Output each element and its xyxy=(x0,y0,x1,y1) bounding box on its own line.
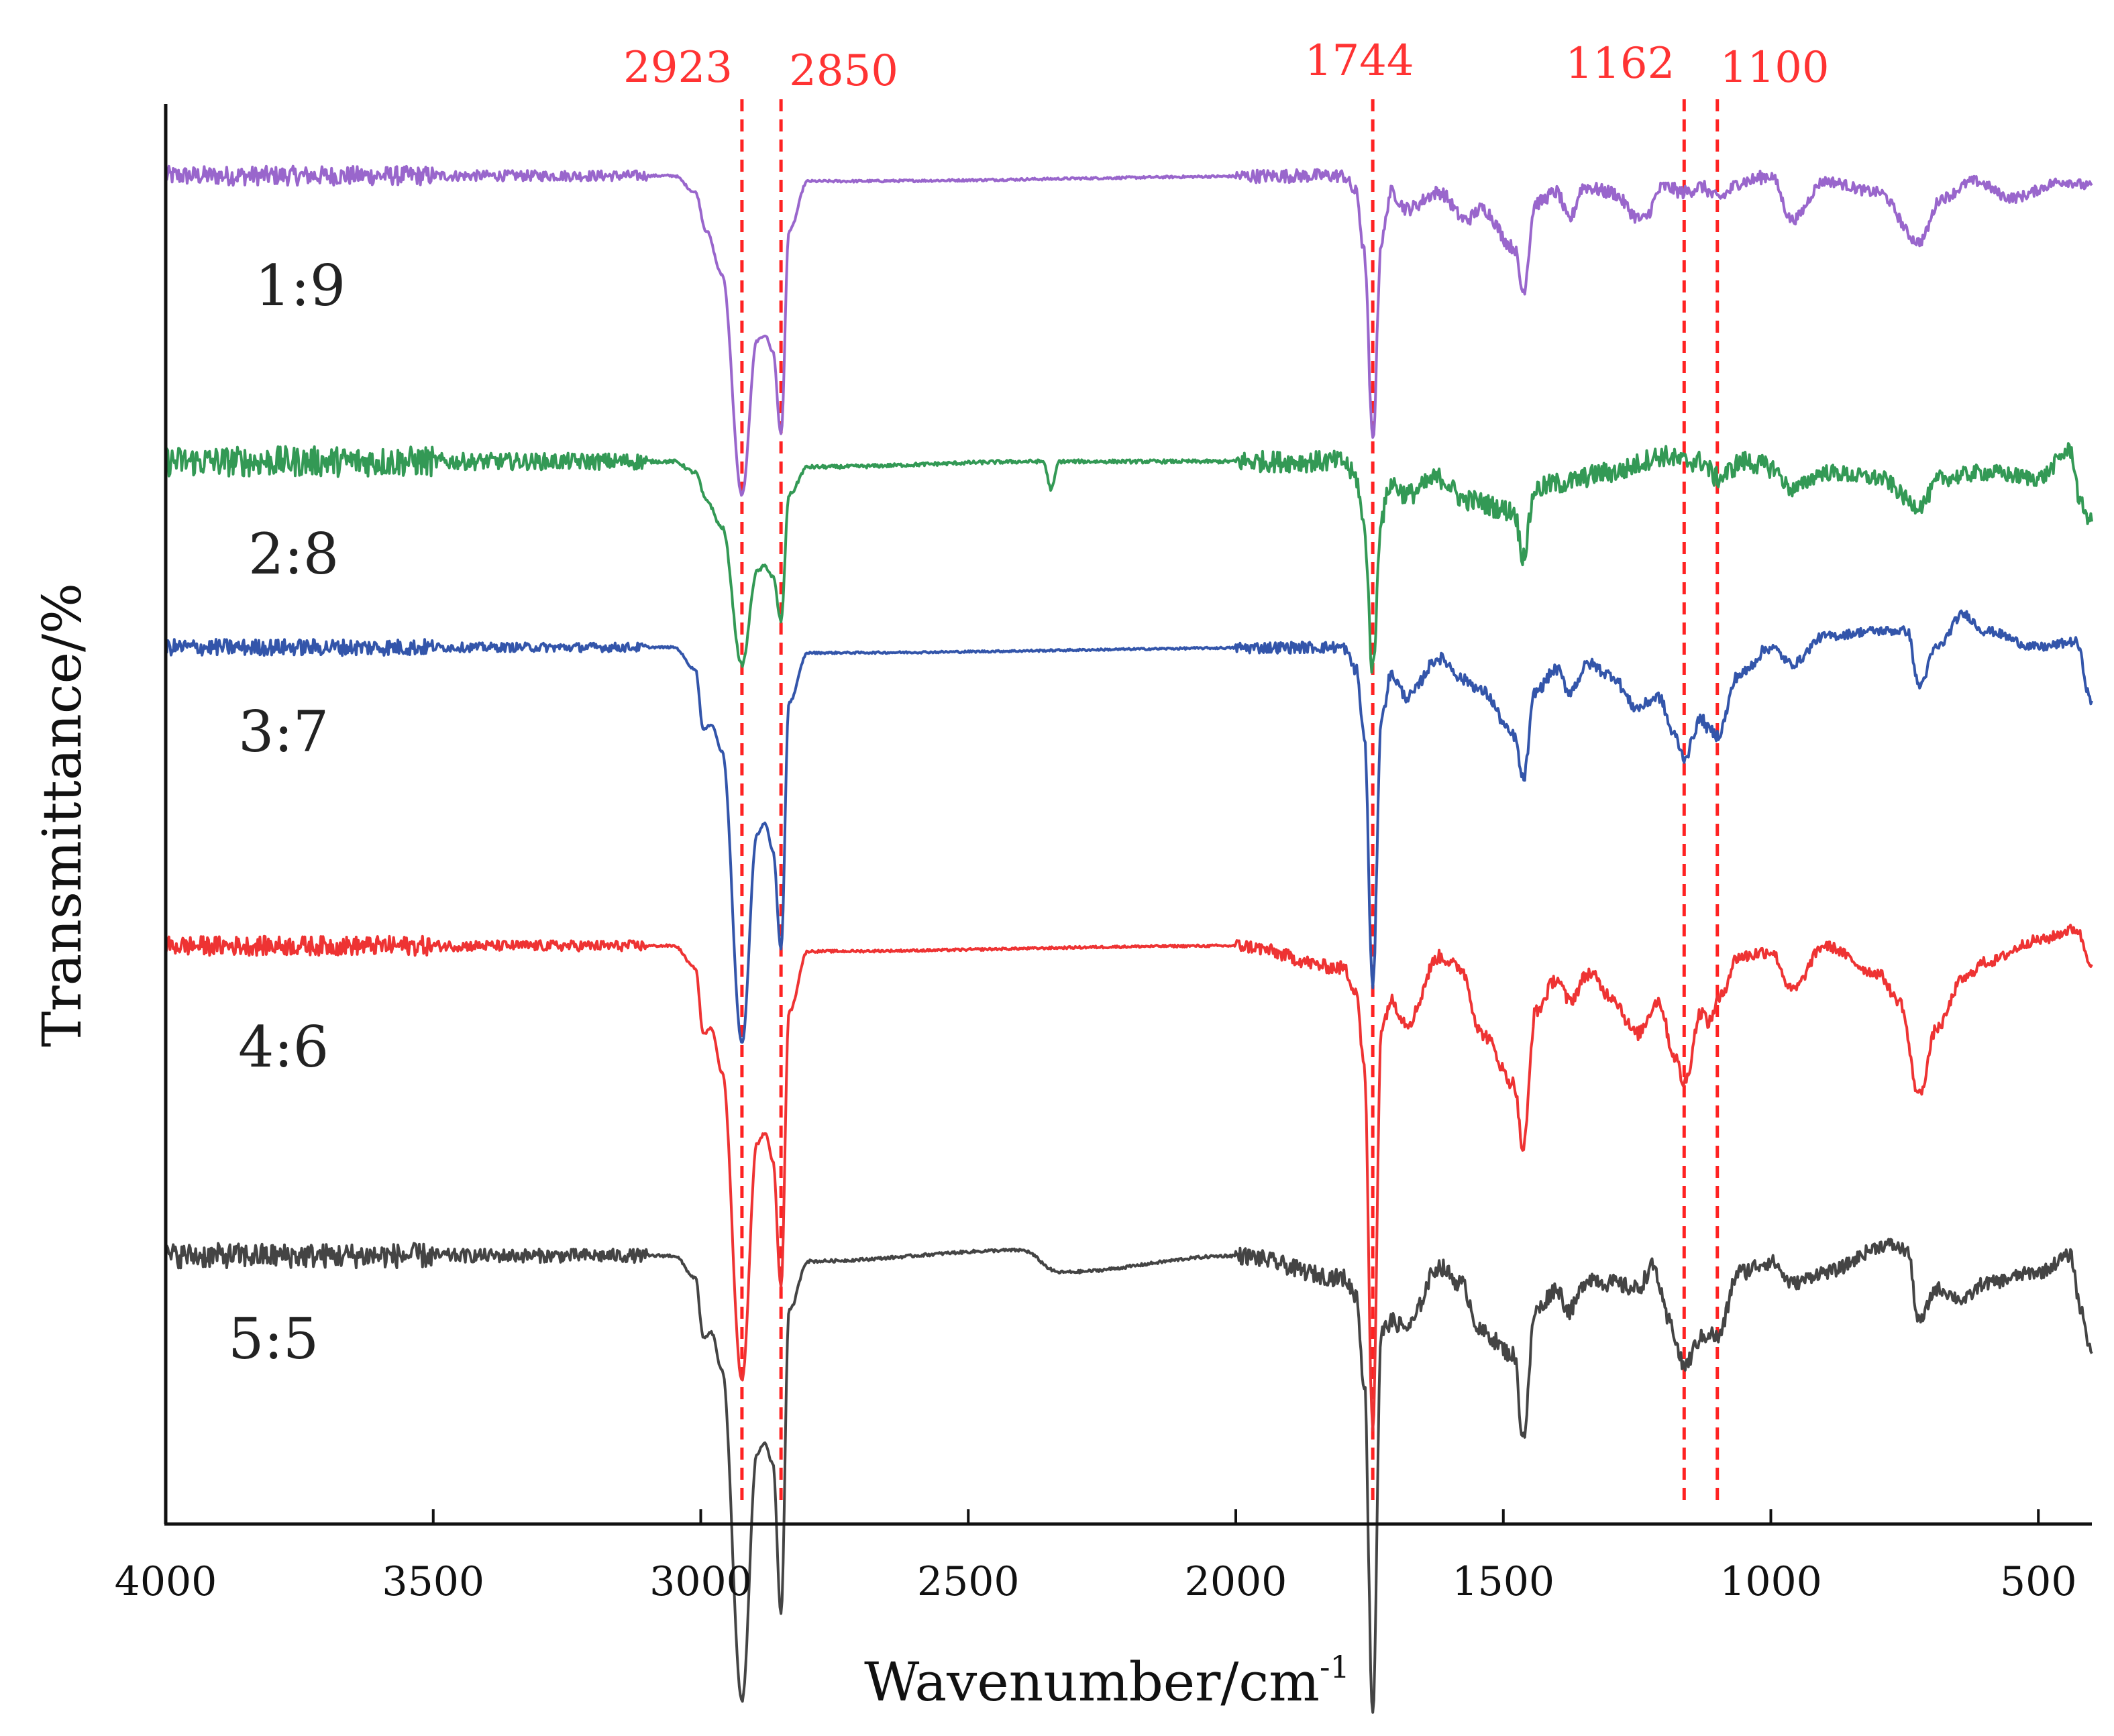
series-line xyxy=(164,442,2093,674)
series-group xyxy=(164,164,2093,1714)
series-label: 2:8 xyxy=(248,521,339,587)
peak-label: 2923 xyxy=(623,43,733,93)
x-axis-title-superscript: -1 xyxy=(1320,1649,1350,1685)
x-tick-label: 1000 xyxy=(1720,1558,1822,1605)
x-axis-title-text: Wavenumber/cm xyxy=(864,1651,1320,1713)
peak-label: 1744 xyxy=(1305,36,1414,86)
x-tick-label: 3500 xyxy=(382,1558,484,1605)
peak-label: 2850 xyxy=(789,46,898,96)
series-line xyxy=(164,609,2093,1044)
series-line xyxy=(164,164,2093,497)
x-tick-label: 2000 xyxy=(1185,1558,1287,1605)
series-label: 3:7 xyxy=(238,699,329,765)
x-ticks: 4000 3500 3000 2500 2000 1500 1000 500 xyxy=(115,1509,2077,1605)
series-line xyxy=(164,1238,2093,1714)
peak-label: 1162 xyxy=(1565,39,1675,89)
series-line xyxy=(164,924,2093,1432)
series-labels: 1:9 2:8 3:7 4:6 5:5 xyxy=(228,253,346,1372)
x-axis-title: Wavenumber/cm-1 xyxy=(864,1649,1350,1713)
series-label: 1:9 xyxy=(255,253,346,319)
x-tick-label: 500 xyxy=(2000,1558,2077,1605)
x-tick-label: 3000 xyxy=(649,1558,752,1605)
peak-label: 1100 xyxy=(1720,43,1830,93)
series-label: 4:6 xyxy=(238,1014,329,1080)
x-tick-label: 1500 xyxy=(1452,1558,1554,1605)
y-axis-title: Transmittance/% xyxy=(31,583,93,1047)
series-label: 5:5 xyxy=(228,1306,319,1372)
x-tick-label: 2500 xyxy=(917,1558,1020,1605)
x-tick-label: 4000 xyxy=(115,1558,217,1605)
peak-lines: 2923 2850 1744 1162 1100 xyxy=(623,36,1830,1503)
axes xyxy=(164,104,2092,1526)
